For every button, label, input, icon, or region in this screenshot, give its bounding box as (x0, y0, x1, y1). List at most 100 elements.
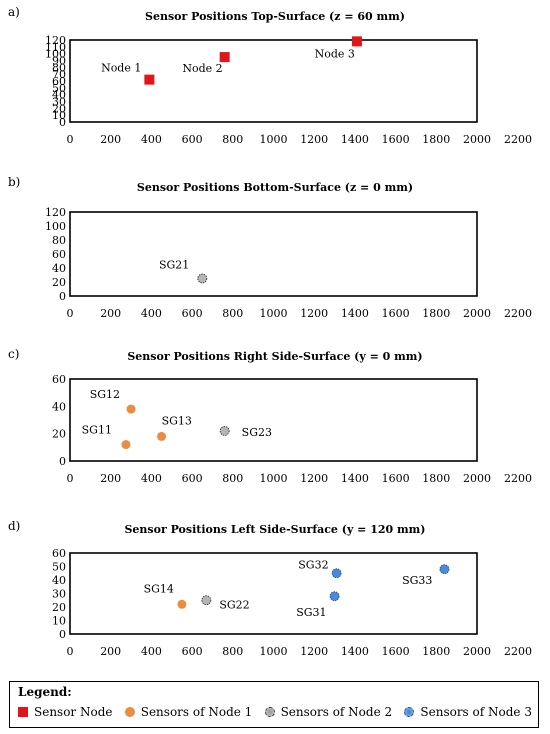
point-label: SG13 (162, 414, 192, 427)
x-tick-label: 800 (222, 472, 243, 485)
y-tick-label: 70 (52, 68, 66, 81)
sensor-node-point (219, 52, 230, 63)
x-tick-label: 2000 (463, 307, 491, 320)
panel-title: Sensor Positions Bottom-Surface (z = 0 m… (137, 181, 413, 194)
chart-panel-4: d) Sensor Positions Left Side-Surface (y … (8, 519, 532, 658)
red-square-icon (18, 707, 28, 717)
point-label: Node 2 (182, 62, 222, 75)
sensor-node-point (144, 74, 155, 85)
node1-sensor-point (121, 440, 131, 450)
point-label: SG22 (219, 598, 249, 611)
x-tick-label: 800 (222, 133, 243, 146)
y-tick-label: 40 (52, 400, 66, 413)
x-tick-label: 600 (182, 645, 203, 658)
panel-title: Sensor Positions Right Side-Surface (y =… (127, 350, 422, 363)
x-tick-label: 1200 (300, 133, 328, 146)
legend-label: Sensor Node (34, 705, 113, 719)
x-tick-label: 1400 (341, 307, 369, 320)
panel-title: Sensor Positions Top-Surface (z = 60 mm) (145, 10, 405, 23)
x-tick-label: 800 (222, 645, 243, 658)
point-label: SG21 (159, 259, 189, 272)
specimen-outline (69, 552, 478, 635)
legend-item-node3-sensors: Sensors of Node 3 (404, 705, 532, 719)
x-tick-label: 1000 (260, 133, 288, 146)
node3-sensor-point (331, 568, 342, 579)
x-tick-label: 1800 (422, 472, 450, 485)
charts-canvas: a) Sensor Positions Top-Surface (z = 60 m… (8, 5, 532, 658)
node1-sensor-point (157, 431, 167, 441)
x-tick-label: 1600 (382, 133, 410, 146)
x-tick-label: 1200 (300, 472, 328, 485)
y-tick-label: 20 (52, 601, 66, 614)
y-tick-label: 20 (52, 276, 66, 289)
node3-sensor-point (439, 564, 450, 575)
y-tick-label: 30 (52, 96, 66, 109)
x-tick-label: 1600 (382, 645, 410, 658)
x-tick-label: 2200 (504, 645, 532, 658)
x-tick-label: 400 (141, 645, 162, 658)
x-tick-label: 2200 (504, 133, 532, 146)
chart-panel-3: c) Sensor Positions Right Side-Surface (y… (8, 347, 532, 485)
x-tick-label: 0 (67, 645, 74, 658)
specimen-outline (69, 378, 478, 462)
x-tick-label: 600 (182, 307, 203, 320)
panel-title: Sensor Positions Left Side-Surface (y = … (124, 523, 425, 536)
x-tick-label: 1400 (341, 645, 369, 658)
y-tick-label: 120 (45, 206, 66, 219)
y-tick-label: 40 (52, 89, 66, 102)
x-tick-label: 2000 (463, 133, 491, 146)
sensor-node-point (351, 36, 362, 47)
point-label: SG33 (402, 574, 432, 587)
x-tick-label: 400 (141, 472, 162, 485)
x-tick-label: 1800 (422, 307, 450, 320)
y-tick-label: 100 (45, 48, 66, 61)
y-tick-label: 0 (59, 455, 66, 468)
x-tick-label: 1200 (300, 645, 328, 658)
y-tick-label: 60 (52, 248, 66, 261)
y-tick-label: 0 (59, 290, 66, 303)
y-tick-label: 40 (52, 574, 66, 587)
x-tick-label: 2200 (504, 307, 532, 320)
y-tick-label: 90 (52, 55, 66, 68)
specimen-outline (69, 39, 478, 123)
y-tick-label: 60 (52, 547, 66, 560)
node2-sensor-point (201, 595, 212, 606)
x-tick-label: 0 (67, 133, 74, 146)
x-tick-label: 1000 (260, 472, 288, 485)
point-label: SG23 (242, 426, 272, 439)
point-label: SG14 (144, 582, 174, 595)
legend-items: Sensor Node Sensors of Node 1 Sensors of… (18, 705, 532, 719)
node1-sensor-point (126, 404, 136, 414)
x-tick-label: 2000 (463, 645, 491, 658)
x-tick-label: 2200 (504, 472, 532, 485)
point-label: SG32 (298, 558, 328, 571)
node3-sensor-point (329, 591, 340, 602)
x-tick-label: 1200 (300, 307, 328, 320)
y-tick-label: 30 (52, 588, 66, 601)
y-tick-label: 50 (52, 561, 66, 574)
y-tick-label: 60 (52, 75, 66, 88)
legend-title: Legend: (18, 685, 72, 699)
y-tick-label: 60 (52, 373, 66, 386)
x-tick-label: 1000 (260, 307, 288, 320)
chart-panel-1: a) Sensor Positions Top-Surface (z = 60 m… (8, 5, 532, 146)
y-tick-label: 10 (52, 109, 66, 122)
specimen-outline (69, 211, 478, 297)
legend-item-node2-sensors: Sensors of Node 2 (264, 705, 392, 719)
y-tick-label: 20 (52, 102, 66, 115)
chart-panel-2: b) Sensor Positions Bottom-Surface (z = 0… (8, 175, 532, 320)
x-tick-label: 1400 (341, 133, 369, 146)
node1-sensor-point (177, 599, 187, 609)
legend-item-sensor-node: Sensor Node (18, 705, 113, 719)
blue-circle-icon (404, 707, 415, 717)
x-tick-label: 2000 (463, 472, 491, 485)
gray-circle-icon (264, 707, 275, 717)
y-tick-label: 120 (45, 34, 66, 47)
x-tick-label: 1600 (382, 472, 410, 485)
node2-sensor-point (197, 273, 208, 284)
y-tick-label: 80 (52, 61, 66, 74)
point-label: SG31 (296, 606, 326, 619)
point-label: SG11 (82, 424, 112, 437)
x-tick-label: 800 (222, 307, 243, 320)
point-label: SG12 (90, 388, 120, 401)
